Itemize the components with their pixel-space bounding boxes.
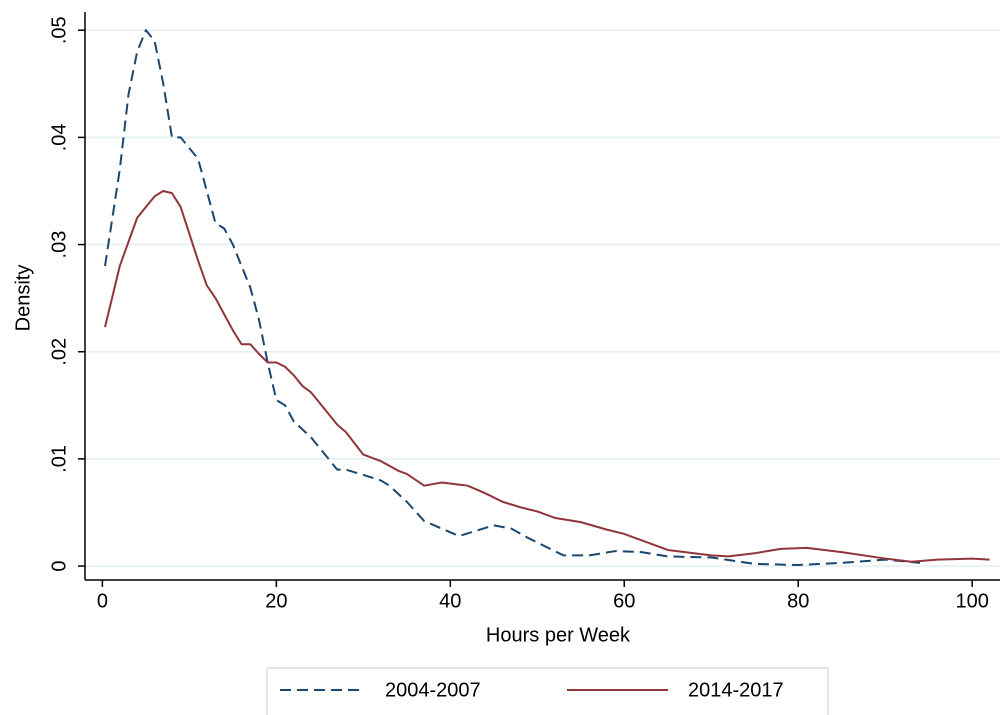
legend-label: 2014-2017 — [688, 679, 784, 701]
x-tick-label: 80 — [787, 590, 809, 612]
y-axis-label: Density — [12, 265, 34, 332]
y-tick-label: .04 — [48, 123, 70, 151]
legend-box — [266, 667, 829, 715]
y-tick-label: .05 — [48, 16, 70, 44]
line-series — [104, 29, 921, 566]
y-tick-label: .01 — [48, 445, 70, 473]
y-tick-label: 0 — [48, 561, 70, 572]
y-tick-label: .02 — [48, 338, 70, 366]
legend-label: 2004-2007 — [385, 679, 481, 701]
y-tick-label: .03 — [48, 231, 70, 259]
x-tick-label: 60 — [613, 590, 635, 612]
x-tick-label: 20 — [265, 590, 287, 612]
x-tick-label: 40 — [439, 590, 461, 612]
x-tick-label: 0 — [97, 590, 108, 612]
x-tick-label: 100 — [955, 590, 988, 612]
x-axis-label: Hours per Week — [486, 624, 631, 646]
line-series — [104, 189, 990, 563]
